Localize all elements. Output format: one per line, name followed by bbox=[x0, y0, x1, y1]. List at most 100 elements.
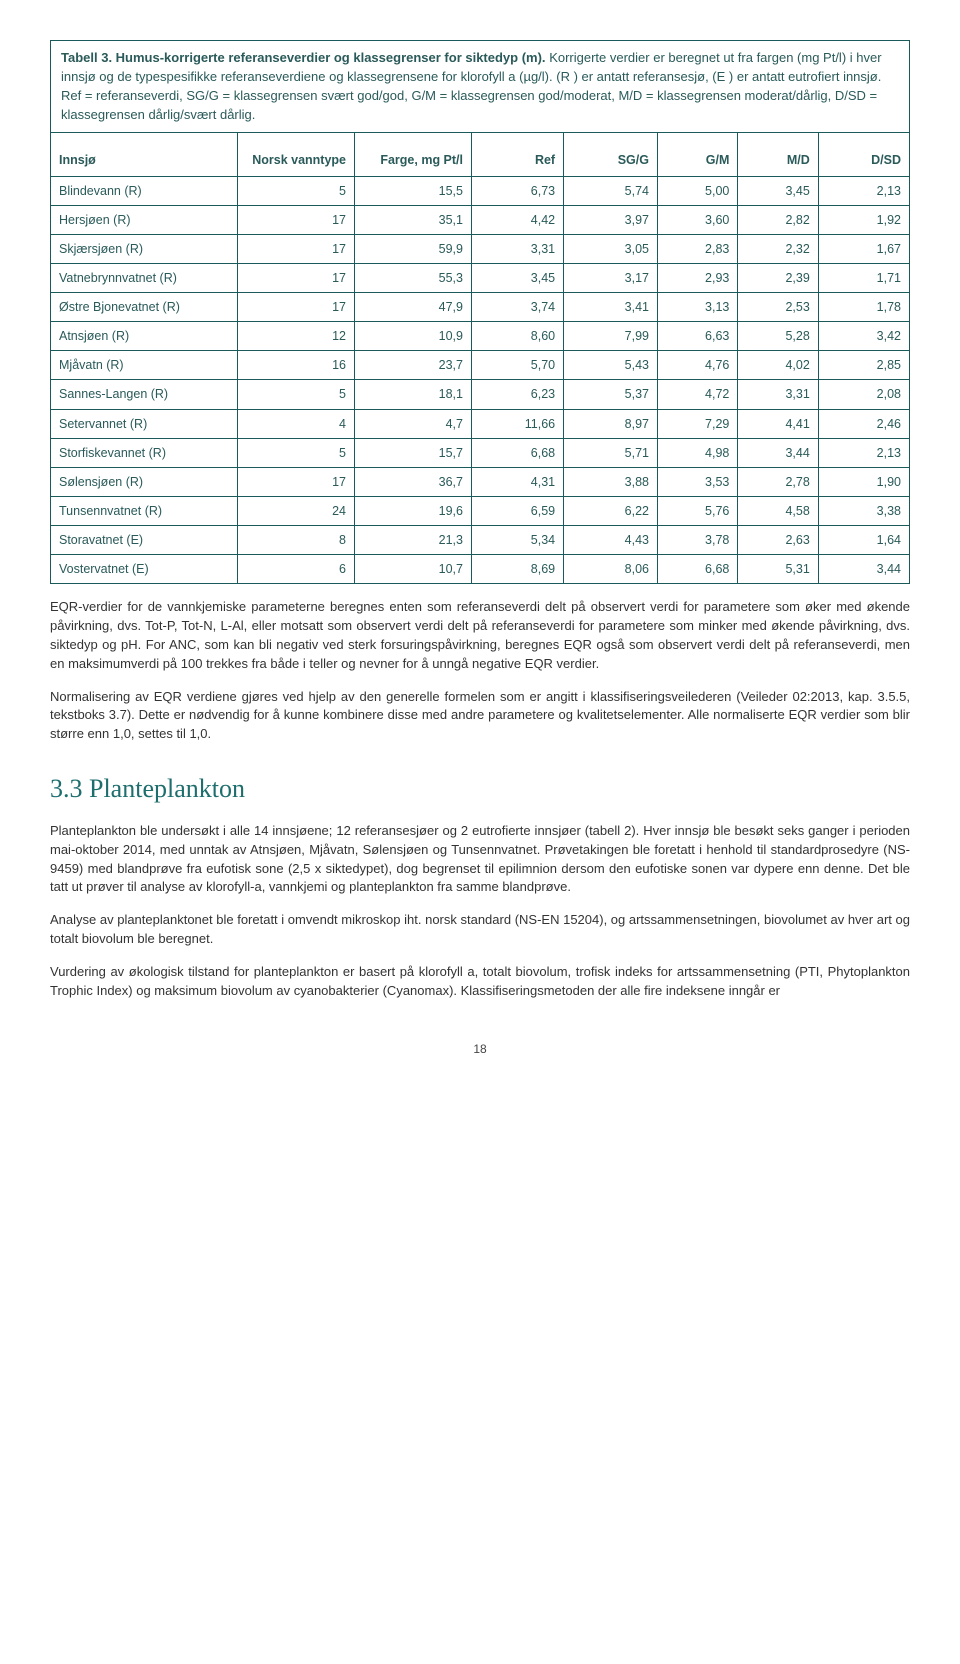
table-cell: 6,73 bbox=[472, 176, 564, 205]
table-cell: 6 bbox=[238, 555, 355, 584]
table-cell: 1,64 bbox=[818, 526, 909, 555]
table-cell: 7,29 bbox=[657, 409, 737, 438]
table-row: Blindevann (R)515,56,735,745,003,452,13 bbox=[51, 176, 910, 205]
page-number: 18 bbox=[50, 1041, 910, 1058]
table-cell: 6,23 bbox=[472, 380, 564, 409]
table-cell: 5,34 bbox=[472, 526, 564, 555]
table-row: Østre Bjonevatnet (R)1747,93,743,413,132… bbox=[51, 293, 910, 322]
table-cell: 7,99 bbox=[564, 322, 658, 351]
table-cell: 4,02 bbox=[738, 351, 818, 380]
table-cell: 1,90 bbox=[818, 467, 909, 496]
table-cell: 1,67 bbox=[818, 234, 909, 263]
table-cell: Storavatnet (E) bbox=[51, 526, 238, 555]
table-cell: 2,93 bbox=[657, 263, 737, 292]
table-cell: 4,42 bbox=[472, 205, 564, 234]
table-cell: 4 bbox=[238, 409, 355, 438]
table-cell: 5,31 bbox=[738, 555, 818, 584]
table-cell: 16 bbox=[238, 351, 355, 380]
table-cell: 4,58 bbox=[738, 496, 818, 525]
table-cell: 5,28 bbox=[738, 322, 818, 351]
table-cell: Mjåvatn (R) bbox=[51, 351, 238, 380]
table-cell: 3,97 bbox=[564, 205, 658, 234]
table-cell: 3,42 bbox=[818, 322, 909, 351]
table-cell: 4,98 bbox=[657, 438, 737, 467]
table-row: Tunsennvatnet (R)2419,66,596,225,764,583… bbox=[51, 496, 910, 525]
table-cell: 15,7 bbox=[355, 438, 472, 467]
table-cell: Hersjøen (R) bbox=[51, 205, 238, 234]
table-cell: 2,13 bbox=[818, 438, 909, 467]
table-row: Atnsjøen (R)1210,98,607,996,635,283,42 bbox=[51, 322, 910, 351]
table-cell: Tunsennvatnet (R) bbox=[51, 496, 238, 525]
table-row: Storavatnet (E)821,35,344,433,782,631,64 bbox=[51, 526, 910, 555]
table-cell: 3,45 bbox=[738, 176, 818, 205]
table-cell: 8 bbox=[238, 526, 355, 555]
table-cell: 10,7 bbox=[355, 555, 472, 584]
table-cell: 36,7 bbox=[355, 467, 472, 496]
table-cell: Østre Bjonevatnet (R) bbox=[51, 293, 238, 322]
table-cell: 19,6 bbox=[355, 496, 472, 525]
table-row: Sølensjøen (R)1736,74,313,883,532,781,90 bbox=[51, 467, 910, 496]
reference-values-table: Innsjø Norsk vanntype Farge, mg Pt/l Ref… bbox=[50, 132, 910, 584]
table-cell: 2,53 bbox=[738, 293, 818, 322]
col-vanntype: Norsk vanntype bbox=[238, 133, 355, 176]
table-cell: 12 bbox=[238, 322, 355, 351]
table-cell: 6,22 bbox=[564, 496, 658, 525]
table-cell: 15,5 bbox=[355, 176, 472, 205]
table-cell: Sannes-Langen (R) bbox=[51, 380, 238, 409]
table-cell: 5,71 bbox=[564, 438, 658, 467]
paragraph-normalisering: Normalisering av EQR verdiene gjøres ved… bbox=[50, 688, 910, 745]
table-cell: 17 bbox=[238, 293, 355, 322]
table-cell: 17 bbox=[238, 263, 355, 292]
col-md: M/D bbox=[738, 133, 818, 176]
table-cell: 1,71 bbox=[818, 263, 909, 292]
col-ref: Ref bbox=[472, 133, 564, 176]
table-cell: 2,39 bbox=[738, 263, 818, 292]
table-cell: Vatnebrynnvatnet (R) bbox=[51, 263, 238, 292]
table-cell: 3,44 bbox=[818, 555, 909, 584]
table-cell: 3,31 bbox=[472, 234, 564, 263]
col-farge: Farge, mg Pt/l bbox=[355, 133, 472, 176]
paragraph-planteplankton-1: Planteplankton ble undersøkt i alle 14 i… bbox=[50, 822, 910, 897]
table-cell: 3,53 bbox=[657, 467, 737, 496]
table-cell: Storfiskevannet (R) bbox=[51, 438, 238, 467]
table-caption-title: Tabell 3. Humus-korrigerte referanseverd… bbox=[61, 50, 546, 65]
table-cell: 3,41 bbox=[564, 293, 658, 322]
table-cell: 3,45 bbox=[472, 263, 564, 292]
table-cell: 24 bbox=[238, 496, 355, 525]
table-cell: 4,41 bbox=[738, 409, 818, 438]
table-body: Blindevann (R)515,56,735,745,003,452,13H… bbox=[51, 176, 910, 584]
table-cell: 6,68 bbox=[472, 438, 564, 467]
table-cell: 5,74 bbox=[564, 176, 658, 205]
table-cell: 5,76 bbox=[657, 496, 737, 525]
table-cell: Skjærsjøen (R) bbox=[51, 234, 238, 263]
table-cell: 4,72 bbox=[657, 380, 737, 409]
table-cell: 5,70 bbox=[472, 351, 564, 380]
col-innsjo: Innsjø bbox=[51, 133, 238, 176]
table-row: Sannes-Langen (R)518,16,235,374,723,312,… bbox=[51, 380, 910, 409]
table-cell: 5,00 bbox=[657, 176, 737, 205]
col-gm: G/M bbox=[657, 133, 737, 176]
table-cell: 3,88 bbox=[564, 467, 658, 496]
table-cell: 3,78 bbox=[657, 526, 737, 555]
table-cell: 17 bbox=[238, 234, 355, 263]
table-cell: 17 bbox=[238, 205, 355, 234]
table-cell: 8,69 bbox=[472, 555, 564, 584]
table-cell: 21,3 bbox=[355, 526, 472, 555]
table-cell: 2,46 bbox=[818, 409, 909, 438]
table-cell: 3,31 bbox=[738, 380, 818, 409]
table-cell: 3,05 bbox=[564, 234, 658, 263]
col-sgg: SG/G bbox=[564, 133, 658, 176]
paragraph-planteplankton-2: Analyse av planteplanktonet ble foretatt… bbox=[50, 911, 910, 949]
table-cell: 6,59 bbox=[472, 496, 564, 525]
table-cell: 6,68 bbox=[657, 555, 737, 584]
table-cell: 5 bbox=[238, 438, 355, 467]
table-cell: Blindevann (R) bbox=[51, 176, 238, 205]
table-cell: 4,31 bbox=[472, 467, 564, 496]
table-row: Storfiskevannet (R)515,76,685,714,983,44… bbox=[51, 438, 910, 467]
table-cell: Sølensjøen (R) bbox=[51, 467, 238, 496]
table-cell: 2,32 bbox=[738, 234, 818, 263]
table-cell: 18,1 bbox=[355, 380, 472, 409]
table-cell: 10,9 bbox=[355, 322, 472, 351]
table-row: Hersjøen (R)1735,14,423,973,602,821,92 bbox=[51, 205, 910, 234]
table-row: Vostervatnet (E)610,78,698,066,685,313,4… bbox=[51, 555, 910, 584]
